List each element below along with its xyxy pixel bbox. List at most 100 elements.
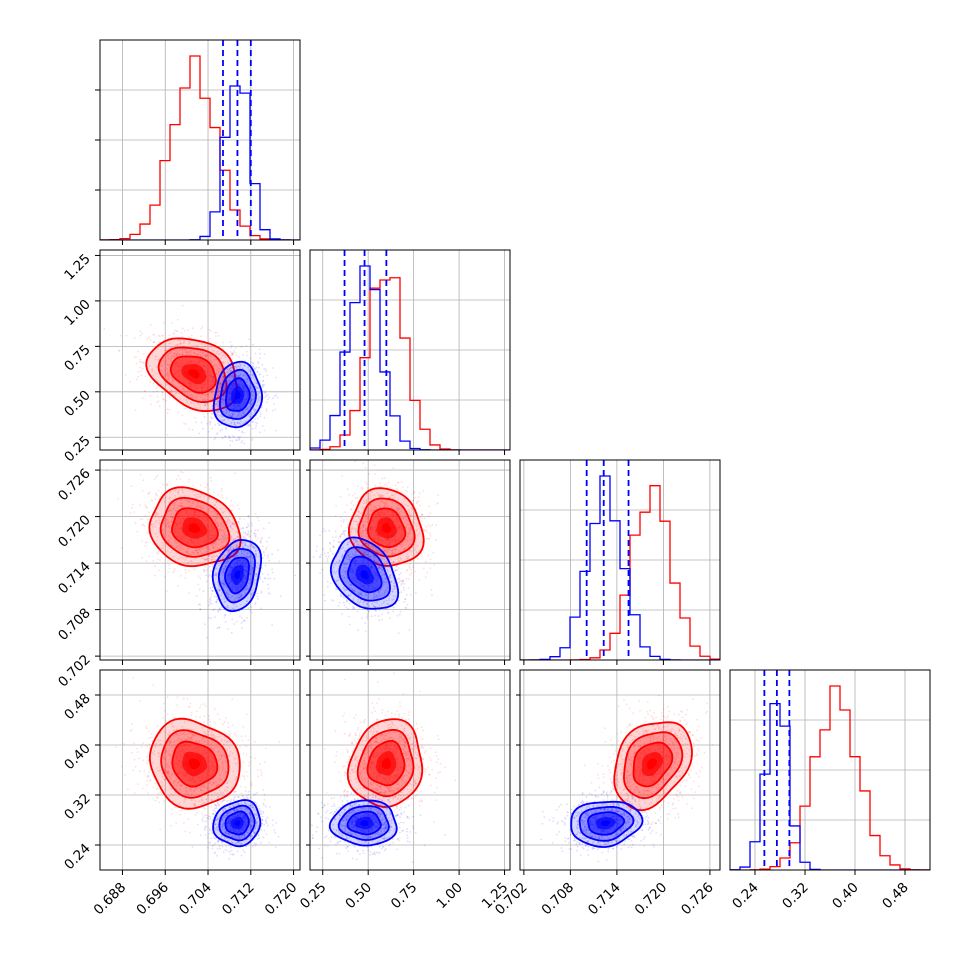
ytick-label-1-2: 0.75 — [61, 342, 94, 375]
sample-point — [255, 549, 257, 552]
sample-point — [240, 595, 243, 598]
sample-point — [176, 344, 179, 346]
sample-point — [215, 402, 218, 405]
sample-point — [259, 540, 262, 543]
sample-point — [221, 354, 224, 357]
sample-point — [394, 568, 397, 571]
sample-point — [233, 375, 236, 378]
sample-point — [246, 555, 248, 558]
sample-point — [204, 486, 207, 489]
sample-point — [247, 588, 250, 591]
sample-point — [264, 392, 267, 394]
sample-point — [134, 409, 137, 411]
sample-point — [216, 513, 219, 516]
sample-point — [226, 604, 229, 607]
sample-point — [224, 564, 226, 567]
sample-point — [210, 375, 213, 378]
sample-point — [392, 595, 395, 597]
sample-point — [224, 356, 227, 359]
sample-point — [407, 587, 410, 589]
sample-point — [362, 523, 365, 526]
sample-point — [226, 549, 229, 552]
sample-point — [420, 520, 423, 523]
sample-point — [179, 385, 182, 388]
sample-point — [381, 501, 383, 503]
sample-point — [427, 554, 429, 557]
sample-point — [242, 531, 245, 534]
sample-point — [246, 350, 248, 353]
sample-point — [344, 511, 347, 514]
sample-point — [246, 545, 249, 548]
sample-point — [346, 558, 349, 561]
sample-point — [142, 442, 144, 444]
sample-point — [248, 338, 251, 341]
sample-point — [254, 409, 256, 411]
sample-point — [174, 354, 176, 357]
sample-point — [387, 548, 389, 550]
sample-point — [307, 538, 309, 540]
sample-point — [231, 435, 234, 437]
sample-point — [209, 507, 212, 509]
sample-point — [235, 354, 238, 357]
sample-point — [208, 497, 211, 499]
sample-point — [354, 492, 356, 495]
sample-point — [183, 330, 186, 332]
sample-point — [202, 557, 205, 560]
sample-point — [189, 401, 192, 404]
sample-point — [228, 435, 230, 437]
sample-point — [357, 592, 360, 595]
sample-point — [360, 535, 363, 537]
sample-point — [166, 374, 169, 377]
sample-point — [219, 429, 222, 432]
sample-point — [266, 398, 269, 401]
sample-point — [215, 355, 217, 358]
sample-point — [265, 401, 268, 404]
sample-point — [156, 474, 159, 477]
sample-point — [236, 439, 239, 441]
sample-point — [141, 361, 144, 364]
sample-point — [265, 368, 267, 370]
sample-point — [178, 353, 181, 356]
sample-point — [248, 551, 251, 554]
sample-point — [234, 555, 237, 558]
sample-point — [148, 336, 150, 339]
sample-point — [229, 548, 232, 551]
sample-point — [237, 374, 240, 377]
sample-point — [185, 351, 188, 354]
sample-point — [254, 427, 257, 429]
sample-point — [228, 550, 231, 553]
sample-point — [183, 398, 185, 401]
sample-point — [273, 577, 276, 580]
sample-point — [160, 369, 163, 372]
sample-point — [241, 552, 243, 555]
sample-point — [344, 570, 346, 573]
sample-point — [422, 490, 425, 492]
sample-point — [256, 516, 259, 519]
sample-point — [203, 416, 206, 419]
sample-point — [222, 410, 225, 413]
sample-point — [241, 367, 244, 370]
sample-point — [239, 364, 242, 366]
sample-point — [190, 559, 193, 562]
sample-point — [173, 329, 176, 332]
sample-point — [400, 543, 403, 545]
sample-point — [251, 594, 254, 596]
sample-point — [228, 415, 231, 418]
sample-point — [154, 355, 157, 358]
sample-point — [222, 376, 225, 378]
sample-point — [207, 340, 210, 343]
sample-point — [383, 549, 386, 552]
sample-point — [273, 395, 276, 397]
sample-point — [217, 588, 219, 590]
sample-point — [217, 538, 220, 541]
sample-point — [414, 570, 416, 573]
sample-point — [210, 556, 213, 558]
sample-point — [207, 430, 210, 433]
sample-point — [234, 605, 237, 608]
sample-point — [217, 609, 219, 612]
sample-point — [421, 513, 423, 516]
sample-point — [211, 362, 213, 364]
sample-point — [152, 525, 154, 528]
sample-point — [409, 532, 411, 534]
sample-point — [239, 596, 242, 598]
